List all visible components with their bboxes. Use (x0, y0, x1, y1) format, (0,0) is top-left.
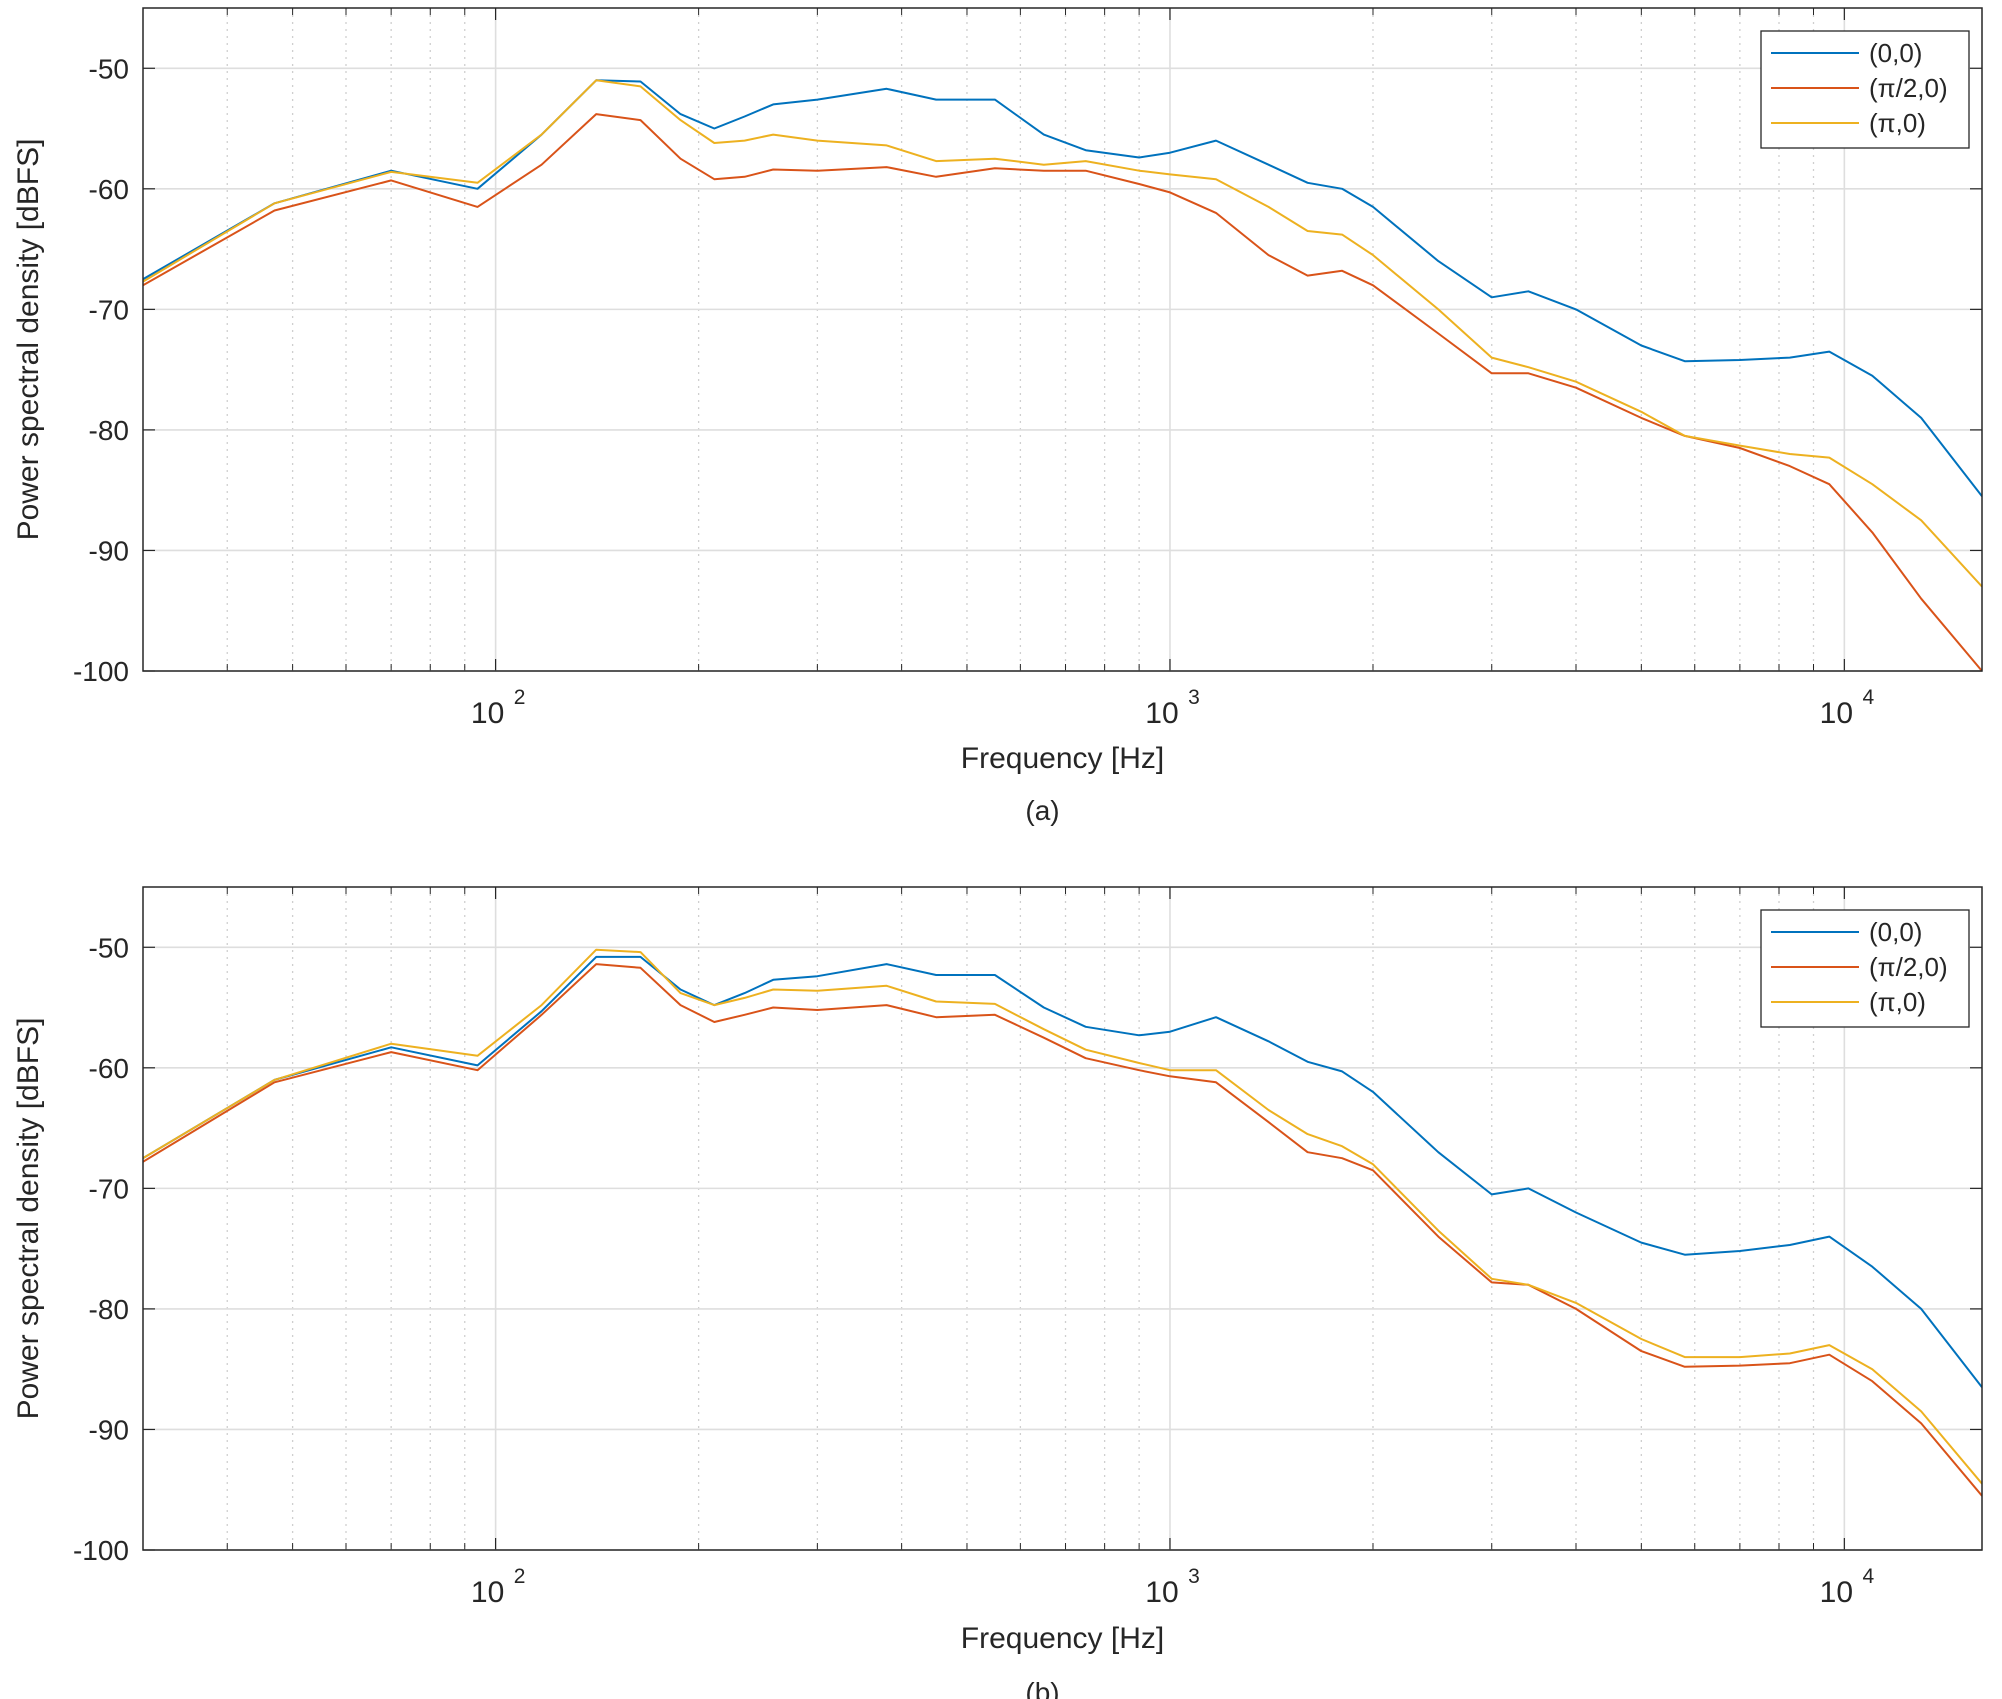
axes-box (142, 7, 1983, 672)
y-tick-label: -70 (89, 294, 129, 325)
y-tick-label: -100 (73, 1535, 129, 1566)
plot-area (143, 887, 1982, 1550)
series-group (143, 948, 1982, 1497)
x-axis-label: Frequency [Hz] (961, 1622, 1164, 1655)
x-tick-label: 10 (1820, 1576, 1853, 1609)
y-tick-label: -60 (89, 1053, 129, 1084)
series-line-0 (143, 955, 1982, 1388)
legend-label: (π,0) (1869, 987, 1926, 1017)
y-axis-label: Power spectral density [dBFS] (12, 139, 45, 541)
x-tick-label: 10 (1820, 697, 1853, 730)
axes-box (142, 886, 1983, 1551)
legend: (0,0) (π/2,0) (π,0) (1760, 909, 1970, 1028)
x-tick-label-exponent: 2 (514, 686, 526, 709)
x-tick-label-exponent: 2 (514, 1565, 526, 1588)
plot-area (143, 8, 1982, 671)
legend-label: (0,0) (1869, 917, 1922, 947)
series-line-2 (143, 948, 1982, 1485)
x-tick-label-exponent: 3 (1188, 1565, 1200, 1588)
legend-label: (π/2,0) (1869, 952, 1948, 982)
x-tick-label-exponent: 4 (1863, 686, 1875, 709)
x-tick-label: 10 (1145, 1576, 1178, 1609)
x-tick-label: 10 (471, 1576, 504, 1609)
figure-caption: (b) (1025, 1677, 1059, 1699)
series-group (143, 79, 1982, 671)
y-tick-label: -60 (89, 174, 129, 205)
legend-label: (0,0) (1869, 38, 1922, 68)
y-tick-label: -70 (89, 1173, 129, 1204)
y-tick-label: -90 (89, 1414, 129, 1445)
figure-caption: (a) (1025, 795, 1059, 826)
x-tick-label-exponent: 3 (1188, 686, 1200, 709)
y-tick-label: -50 (89, 932, 129, 963)
y-tick-label: -80 (89, 1294, 129, 1325)
legend-box (1760, 30, 1970, 149)
y-axis-label: Power spectral density [dBFS] (12, 1018, 45, 1420)
series-line-2 (143, 79, 1982, 588)
x-tick-label: 10 (1145, 697, 1178, 730)
y-tick-label: -80 (89, 415, 129, 446)
x-tick-label-exponent: 4 (1863, 1565, 1875, 1588)
y-tick-label: -90 (89, 535, 129, 566)
legend-label: (π,0) (1869, 108, 1926, 138)
y-tick-label: -100 (73, 656, 129, 687)
legend-label: (π/2,0) (1869, 73, 1948, 103)
x-tick-label: 10 (471, 697, 504, 730)
chart-b: 10 2 10 3 10 4 -100 -90 -80 -70 -60 -50 Frequency [H… (12, 886, 1983, 1699)
series-line-0 (143, 79, 1982, 497)
chart-a: 10 2 10 3 10 4 -100 -90 -80 -70 -60 -50 Frequency [H… (12, 7, 1983, 826)
legend: (0,0) (π/2,0) (π,0) (1760, 30, 1970, 149)
series-line-1 (143, 963, 1982, 1497)
x-axis-label: Frequency [Hz] (961, 742, 1164, 775)
legend-box (1760, 909, 1970, 1028)
y-tick-label: -50 (89, 53, 129, 84)
